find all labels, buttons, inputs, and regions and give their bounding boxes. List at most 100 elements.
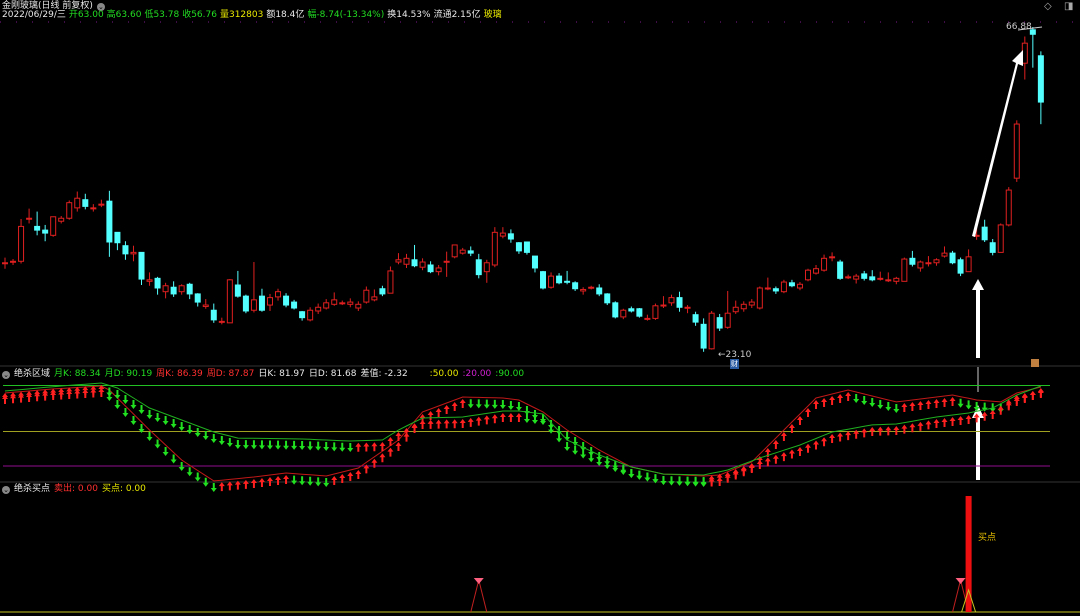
signal-panel-name[interactable]: 绝杀买点 — [14, 484, 51, 494]
down-arrow-icon — [676, 476, 683, 486]
candle-up — [644, 317, 651, 320]
panel-toggle-icon[interactable]: ◨ — [1064, 1, 1074, 12]
candle-up — [275, 291, 282, 298]
down-arrow-icon — [564, 442, 571, 452]
up-arrow-icon — [981, 411, 988, 421]
quote-amount: 额18.4亿 — [266, 10, 305, 20]
candle-up — [893, 277, 900, 282]
up-arrow-icon — [780, 452, 787, 462]
down-arrow-icon — [491, 399, 498, 409]
candle-up — [796, 283, 803, 289]
candle-down — [34, 225, 41, 231]
candle-down — [475, 259, 482, 276]
up-arrow-icon — [901, 402, 908, 412]
candle-down — [411, 259, 418, 267]
up-arrow-icon — [764, 457, 771, 467]
down-arrow-icon — [130, 400, 137, 410]
up-arrow-icon — [909, 423, 916, 433]
down-arrow-icon — [202, 430, 209, 440]
low-price-value: 23.10 — [725, 350, 752, 360]
diamond-icon[interactable]: ◇ — [1044, 1, 1052, 12]
down-arrow-icon — [548, 424, 555, 434]
up-arrow-icon — [829, 433, 836, 443]
candle-up — [997, 224, 1004, 253]
quote-low: 低53.78 — [144, 10, 180, 20]
down-arrow-icon — [186, 424, 193, 434]
down-arrow-icon — [162, 447, 169, 457]
up-arrow-icon — [829, 396, 836, 406]
up-arrow-icon — [499, 413, 506, 423]
up-arrow-icon — [796, 416, 803, 426]
candle-up — [1013, 123, 1020, 179]
up-arrow-icon — [2, 393, 8, 403]
up-arrow-icon — [813, 440, 820, 450]
up-arrow-icon — [756, 459, 763, 469]
signal-settings-icon[interactable]: ⌄ — [2, 485, 10, 494]
week-d: 周D: 87.87 — [206, 369, 255, 379]
up-arrow-icon — [1037, 387, 1044, 397]
up-arrow-icon — [997, 405, 1004, 415]
down-arrow-icon — [194, 472, 201, 482]
candle-up — [395, 259, 402, 263]
candle-up — [355, 303, 362, 309]
down-arrow-icon — [154, 413, 161, 423]
up-arrow-icon — [10, 392, 17, 402]
candle-down — [122, 245, 129, 255]
candle-down — [981, 226, 988, 241]
candle-down — [1037, 55, 1044, 103]
down-arrow-icon — [154, 439, 161, 449]
candle-down — [170, 286, 177, 295]
level-50: :50.00 — [429, 369, 459, 379]
up-arrow-icon — [973, 413, 980, 423]
sell-signal-spike — [470, 579, 488, 613]
quote-turnover: 换14.53% — [387, 10, 431, 20]
candle-up — [266, 297, 273, 306]
candle-down — [596, 287, 603, 295]
up-arrow-icon — [379, 453, 386, 463]
candle-up — [853, 275, 860, 280]
candle-up — [780, 281, 787, 293]
down-arrow-icon — [122, 395, 129, 405]
candle-down — [138, 251, 145, 280]
down-arrow-icon — [146, 432, 153, 442]
candle-up — [845, 276, 852, 279]
quote-sector[interactable]: 玻璃 — [483, 10, 502, 20]
up-arrow-icon — [395, 432, 402, 442]
candle-up — [315, 306, 322, 312]
up-arrow-icon — [403, 428, 410, 438]
candle-up — [885, 279, 892, 282]
candle-up — [965, 256, 972, 273]
indicator-name[interactable]: 绝杀区域 — [14, 369, 51, 379]
up-arrow-icon — [821, 437, 828, 447]
candle-up — [756, 287, 763, 309]
candle-up — [668, 297, 675, 304]
candle-up — [748, 301, 755, 306]
up-arrow-icon — [258, 478, 265, 488]
down-arrow-icon — [291, 475, 298, 485]
quote-row: 2022/06/29/三 开63.00 高63.60 低53.78 收56.76… — [2, 10, 502, 21]
down-arrow-icon — [612, 462, 619, 472]
candle-down — [861, 273, 868, 279]
down-arrow-icon — [877, 400, 884, 410]
candle-up — [917, 261, 924, 269]
candle-up — [499, 232, 506, 237]
quote-float: 流通2.15亿 — [433, 10, 481, 20]
settings-circle-icon[interactable]: ⌄ — [96, 2, 105, 11]
down-arrow-icon — [186, 467, 193, 477]
candle-down — [1029, 29, 1036, 35]
quote-date: 2022/06/29/三 — [2, 10, 66, 20]
up-arrow-icon — [845, 431, 852, 441]
candle-up — [363, 289, 370, 303]
candle-down — [283, 295, 290, 306]
up-arrow-icon — [772, 454, 779, 464]
up-arrow-icon — [917, 401, 924, 411]
up-arrow-icon — [957, 415, 964, 425]
title-row: 金刚玻璃(日线 前复权) ⌄ — [2, 1, 105, 12]
candle-up — [226, 279, 233, 324]
event-marker-icon[interactable] — [1031, 359, 1039, 367]
candle-up — [877, 277, 884, 280]
down-arrow-icon — [965, 400, 972, 410]
indicator-settings-icon[interactable]: ⌄ — [2, 370, 10, 379]
candle-down — [788, 282, 795, 287]
finance-marker[interactable]: 财 — [730, 359, 739, 369]
